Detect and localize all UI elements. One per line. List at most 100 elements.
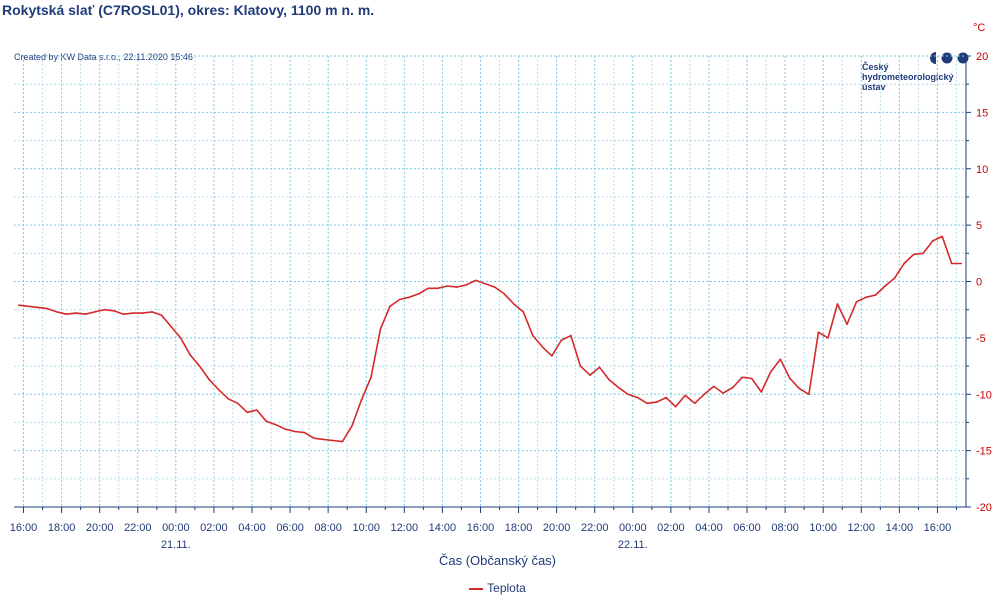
series-layer xyxy=(18,235,962,443)
x-tick-label: 10:00 xyxy=(809,522,837,534)
legend[interactable]: Teplota xyxy=(0,581,995,595)
x-tick-label: 06:00 xyxy=(276,522,304,534)
data-point xyxy=(779,358,782,361)
data-point xyxy=(208,378,210,381)
data-point xyxy=(655,401,658,403)
date-label: 21.11. xyxy=(161,539,191,551)
x-tick-label: 20:00 xyxy=(543,522,571,534)
data-point xyxy=(846,323,848,326)
y-tick-labels: 20 15 10 5 0 -5 -10 -15 -20 xyxy=(976,51,992,514)
data-point xyxy=(722,392,724,394)
data-point xyxy=(294,430,296,433)
y-tick-label: -20 xyxy=(976,502,992,514)
data-point xyxy=(408,296,410,299)
data-point xyxy=(332,439,334,442)
data-point xyxy=(56,311,58,313)
x-tick-label: 20:00 xyxy=(86,522,114,534)
data-point xyxy=(712,385,715,388)
data-point xyxy=(122,313,125,316)
data-point xyxy=(874,294,877,296)
data-point xyxy=(313,437,315,440)
data-point xyxy=(360,399,363,401)
data-point xyxy=(427,287,429,290)
x-tick-label: 22:00 xyxy=(581,522,609,534)
x-tick-label: 08:00 xyxy=(314,522,342,534)
data-point xyxy=(646,402,648,405)
data-point xyxy=(941,235,943,238)
data-point xyxy=(827,337,829,339)
data-point xyxy=(636,396,639,399)
data-point xyxy=(855,301,858,303)
y-tick-label: 20 xyxy=(976,51,988,63)
data-point xyxy=(751,377,753,380)
data-point xyxy=(18,304,20,307)
logo-dots-icon xyxy=(930,52,969,64)
x-tick-label: 08:00 xyxy=(771,522,799,534)
data-point xyxy=(960,262,962,265)
y-axis-unit: °C xyxy=(973,22,986,34)
data-point xyxy=(303,431,306,434)
x-axis-title: Čas (Občanský čas) xyxy=(438,553,557,568)
x-tick-label: 04:00 xyxy=(695,522,723,534)
data-point xyxy=(684,394,686,397)
data-point xyxy=(179,337,182,339)
data-point xyxy=(570,334,572,337)
data-point xyxy=(903,262,905,265)
x-tick-label: 12:00 xyxy=(391,522,419,534)
data-point xyxy=(770,370,772,373)
logo-line-1: Český xyxy=(862,62,889,72)
logo-line-2: hydrometeorologický xyxy=(862,72,954,82)
y-tick-label: 15 xyxy=(976,107,988,119)
data-point xyxy=(551,355,553,357)
x-tick-label: 18:00 xyxy=(48,522,76,534)
data-point xyxy=(741,376,744,379)
data-point xyxy=(132,312,134,314)
data-point xyxy=(217,388,220,391)
logo-line-3: ústav xyxy=(862,82,886,92)
data-point xyxy=(931,240,934,242)
page-title: Rokytská slať (C7ROSL01), okres: Klatovy… xyxy=(2,2,375,18)
series-line-teplota xyxy=(18,235,962,443)
data-point xyxy=(65,313,68,316)
data-point xyxy=(608,378,610,381)
data-point xyxy=(703,393,705,396)
data-point xyxy=(798,387,801,390)
data-point xyxy=(398,298,401,301)
x-tick-label: 00:00 xyxy=(162,522,190,534)
data-point xyxy=(370,376,372,379)
data-point xyxy=(836,303,839,305)
data-point xyxy=(351,425,353,427)
credit-text: Created by KW Data s.r.o., 22.11.2020 15… xyxy=(14,52,193,62)
data-point xyxy=(141,312,144,314)
data-point xyxy=(455,286,458,288)
data-point xyxy=(513,303,515,305)
data-point xyxy=(170,325,172,328)
data-point xyxy=(37,306,39,309)
x-tick-label: 14:00 xyxy=(886,522,914,534)
data-point xyxy=(46,307,49,310)
y-tick-label: 5 xyxy=(976,220,982,232)
data-point xyxy=(379,328,382,330)
data-point xyxy=(522,311,525,313)
data-point xyxy=(808,393,810,396)
x-tick-label: 02:00 xyxy=(200,522,228,534)
x-tick-label: 02:00 xyxy=(657,522,685,534)
data-point xyxy=(94,311,96,313)
x-tick-label: 00:00 xyxy=(619,522,647,534)
grid-lines xyxy=(14,55,966,508)
data-point xyxy=(665,396,667,399)
data-point xyxy=(532,334,534,337)
data-point xyxy=(950,262,953,265)
data-point xyxy=(674,405,677,408)
x-tick-labels: 16:00 18:00 20:00 22:00 00:00 02:00 04:00 06:00… xyxy=(10,522,951,534)
data-point xyxy=(227,398,229,400)
data-point xyxy=(760,391,763,393)
x-tick-label: 16:00 xyxy=(10,522,38,534)
x-tick-label: 12:00 xyxy=(848,522,876,534)
data-point xyxy=(598,366,601,369)
data-point xyxy=(189,354,191,356)
data-point xyxy=(484,283,487,285)
axes xyxy=(14,55,971,513)
data-point xyxy=(560,339,563,341)
